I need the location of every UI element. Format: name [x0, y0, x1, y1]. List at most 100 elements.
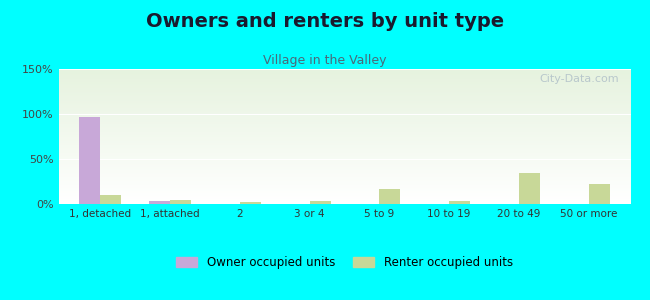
Bar	[58, 80, 630, 81]
Bar	[58, 126, 630, 127]
Bar	[58, 86, 630, 87]
Bar	[58, 114, 630, 115]
Bar	[58, 117, 630, 118]
Bar	[58, 149, 630, 150]
Bar	[58, 138, 630, 139]
Bar	[58, 93, 630, 94]
Bar	[170, 200, 191, 204]
Bar	[58, 124, 630, 125]
Bar	[449, 201, 470, 204]
Bar	[58, 176, 630, 177]
Bar	[58, 150, 630, 151]
Bar	[58, 105, 630, 106]
Bar	[58, 133, 630, 134]
Bar	[58, 71, 630, 72]
Bar	[58, 145, 630, 146]
Bar	[58, 193, 630, 194]
Bar	[58, 128, 630, 129]
Bar	[58, 111, 630, 112]
Bar	[58, 156, 630, 157]
Bar	[58, 187, 630, 188]
Bar	[150, 201, 170, 204]
Bar	[58, 131, 630, 132]
Bar	[58, 110, 630, 111]
Bar	[58, 198, 630, 199]
Bar	[58, 76, 630, 77]
Bar	[58, 77, 630, 78]
Bar	[58, 96, 630, 97]
Bar	[58, 84, 630, 85]
Bar	[58, 92, 630, 93]
Bar	[58, 200, 630, 201]
Bar	[58, 85, 630, 86]
Bar	[58, 170, 630, 171]
Bar	[58, 143, 630, 144]
Bar	[58, 161, 630, 162]
Bar	[58, 82, 630, 83]
Bar	[58, 171, 630, 172]
Bar	[58, 177, 630, 178]
Bar	[58, 199, 630, 200]
Bar	[58, 162, 630, 163]
Bar	[58, 125, 630, 126]
Bar	[58, 166, 630, 167]
Bar	[58, 121, 630, 122]
Bar	[240, 202, 261, 204]
Text: City-Data.com: City-Data.com	[540, 74, 619, 84]
Bar	[58, 106, 630, 107]
Bar	[58, 172, 630, 173]
Bar	[58, 127, 630, 128]
Bar	[58, 137, 630, 138]
Bar	[58, 81, 630, 82]
Bar	[58, 179, 630, 180]
Bar	[58, 195, 630, 196]
Bar	[58, 102, 630, 103]
Bar	[58, 73, 630, 74]
Bar	[58, 119, 630, 120]
Bar	[58, 75, 630, 76]
Bar	[58, 78, 630, 79]
Bar	[58, 108, 630, 109]
Bar	[58, 174, 630, 175]
Bar	[58, 100, 630, 101]
Bar	[58, 139, 630, 140]
Bar	[58, 107, 630, 108]
Bar	[58, 141, 630, 142]
Bar	[58, 163, 630, 164]
Bar	[58, 159, 630, 160]
Bar	[58, 74, 630, 75]
Bar	[58, 94, 630, 95]
Bar	[58, 168, 630, 169]
Bar	[58, 157, 630, 158]
Bar	[58, 130, 630, 131]
Bar	[58, 140, 630, 141]
Bar	[58, 87, 630, 88]
Bar	[58, 103, 630, 104]
Bar	[58, 113, 630, 114]
Bar	[58, 167, 630, 168]
Text: Village in the Valley: Village in the Valley	[263, 54, 387, 67]
Bar	[589, 184, 610, 204]
Bar	[58, 99, 630, 100]
Bar	[58, 185, 630, 186]
Bar	[58, 112, 630, 113]
Bar	[519, 172, 540, 204]
Bar	[58, 147, 630, 148]
Bar	[100, 195, 122, 204]
Bar	[58, 152, 630, 153]
Bar	[58, 136, 630, 137]
Bar	[58, 188, 630, 189]
Bar	[58, 169, 630, 170]
Bar	[58, 115, 630, 116]
Bar	[58, 72, 630, 73]
Bar	[58, 160, 630, 161]
Bar	[58, 90, 630, 91]
Bar	[58, 186, 630, 187]
Bar	[58, 197, 630, 198]
Bar	[58, 148, 630, 149]
Bar	[58, 104, 630, 105]
Bar	[58, 165, 630, 166]
Bar	[58, 182, 630, 183]
Bar	[58, 178, 630, 179]
Bar	[58, 190, 630, 191]
